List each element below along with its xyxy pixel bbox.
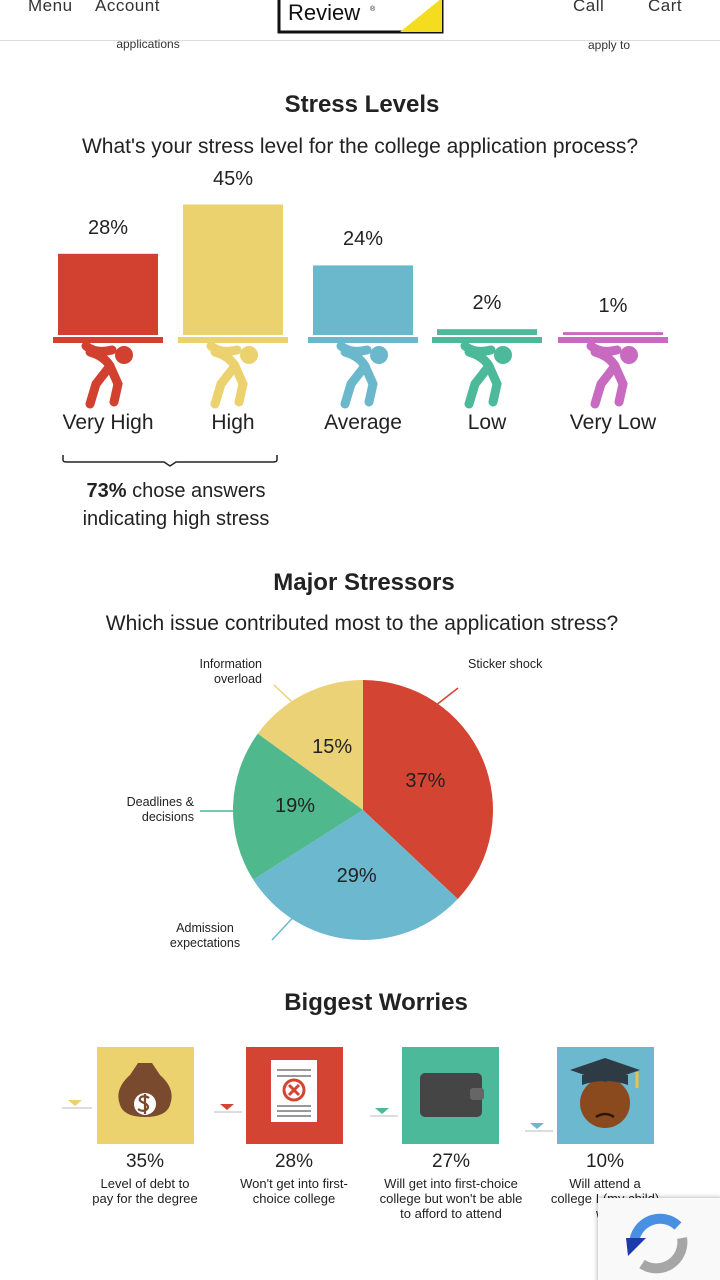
reject-x xyxy=(287,1083,301,1097)
value-label: 28% xyxy=(87,216,129,239)
pie-slice xyxy=(363,680,494,899)
leader-line xyxy=(271,909,301,941)
bar xyxy=(563,332,663,335)
head xyxy=(240,346,258,364)
section-title: Biggest Worries xyxy=(284,989,468,1016)
head xyxy=(115,346,133,364)
recaptcha-icon xyxy=(626,1213,688,1274)
slice-name: Deadlines & decisions xyxy=(126,795,194,824)
pie-slice xyxy=(257,680,363,810)
leader-line xyxy=(273,684,306,715)
dollar-sign xyxy=(137,1094,150,1114)
value-label: 24% xyxy=(342,228,384,251)
annotation-highlight: 73% xyxy=(86,480,127,502)
doc-lines xyxy=(277,1069,311,1117)
head xyxy=(494,346,512,364)
shelf xyxy=(432,337,542,343)
wallet xyxy=(420,1073,482,1117)
face xyxy=(580,1078,630,1128)
slice-name: Information overload xyxy=(199,657,262,686)
shelf xyxy=(308,337,418,343)
shelf xyxy=(558,337,668,343)
cut-text: apply to xyxy=(587,38,631,52)
pie-slice xyxy=(253,810,458,941)
pie-slice xyxy=(233,733,363,880)
value-label: 45% xyxy=(212,167,254,190)
arrow xyxy=(626,1238,646,1256)
lifter-figure xyxy=(460,341,512,409)
chart-subtitle: Which issue contributed most to the appl… xyxy=(105,612,619,635)
logo-box xyxy=(277,0,444,34)
shelf xyxy=(178,337,288,343)
nav-link[interactable]: Call xyxy=(573,0,605,15)
bar xyxy=(437,329,537,335)
worry-icons xyxy=(62,1047,654,1144)
value-label: 1% xyxy=(598,295,628,318)
chart-title: Major Stressors xyxy=(273,569,455,596)
logo-accent xyxy=(400,0,442,32)
worry-value: 27% xyxy=(431,1151,471,1172)
grad-cap-band xyxy=(582,1075,628,1085)
recaptcha-badge[interactable] xyxy=(598,1198,720,1280)
annotation: 73% chose answers indicating high stress xyxy=(60,477,292,533)
head xyxy=(370,346,388,364)
money-bag xyxy=(118,1063,172,1117)
legs xyxy=(210,361,248,409)
legs xyxy=(340,361,378,409)
lifter-figure xyxy=(336,341,388,409)
category-label: Low xyxy=(467,411,507,434)
marker xyxy=(220,1104,234,1110)
worry-value: 10% xyxy=(585,1151,625,1172)
lifter-figure xyxy=(206,341,258,409)
nav-link[interactable]: Cart xyxy=(648,0,683,15)
bar xyxy=(313,265,413,335)
category-label: Very High xyxy=(62,411,154,434)
chart-subtitle: What's your stress level for the college… xyxy=(81,135,639,158)
arc-blue xyxy=(629,1213,682,1245)
category-label: Very Low xyxy=(569,411,657,434)
marker xyxy=(530,1123,544,1129)
brace xyxy=(62,455,278,467)
slice-label: 19% xyxy=(275,794,316,817)
slice-label: 15% xyxy=(312,736,353,759)
wallet-clasp xyxy=(470,1088,484,1100)
chart-title: Stress Levels xyxy=(284,91,440,118)
leader-line xyxy=(425,687,459,714)
category-label: Average xyxy=(324,411,402,434)
marker xyxy=(68,1100,82,1106)
worry-caption: Won't get into first-choice college xyxy=(240,1176,348,1206)
legs xyxy=(85,361,123,409)
worry-value: 28% xyxy=(274,1151,314,1172)
bar xyxy=(58,253,158,335)
legs xyxy=(464,361,502,409)
reject-mark xyxy=(282,1078,306,1102)
annotation-text: chose answers indicating high stress xyxy=(82,480,270,530)
arc-gray xyxy=(639,1237,688,1274)
marker xyxy=(375,1108,389,1114)
bar xyxy=(183,204,283,335)
shelf xyxy=(53,337,163,343)
lifter-figure xyxy=(81,341,133,409)
lifter-figure xyxy=(586,341,638,409)
worry-caption: Level of debt to pay for the degree xyxy=(92,1176,198,1206)
legs xyxy=(590,361,628,409)
slice-name: Sticker shock xyxy=(468,657,543,671)
logo[interactable]: Review xyxy=(288,0,361,25)
nav-link[interactable]: Account xyxy=(95,0,160,15)
head xyxy=(620,346,638,364)
slice-label: 37% xyxy=(405,769,446,792)
worry-caption: Will get into first-choice college but w… xyxy=(379,1176,523,1221)
logo-mark: ® xyxy=(370,6,376,13)
nav-link[interactable]: Menu xyxy=(28,0,73,15)
slice-name: Admission expectations xyxy=(169,921,241,950)
category-label: High xyxy=(211,411,255,434)
frown xyxy=(595,1112,615,1119)
slice-label: 29% xyxy=(336,864,377,887)
worry-value: 35% xyxy=(125,1151,165,1172)
cut-text: applications xyxy=(116,37,180,51)
value-label: 2% xyxy=(472,292,502,315)
